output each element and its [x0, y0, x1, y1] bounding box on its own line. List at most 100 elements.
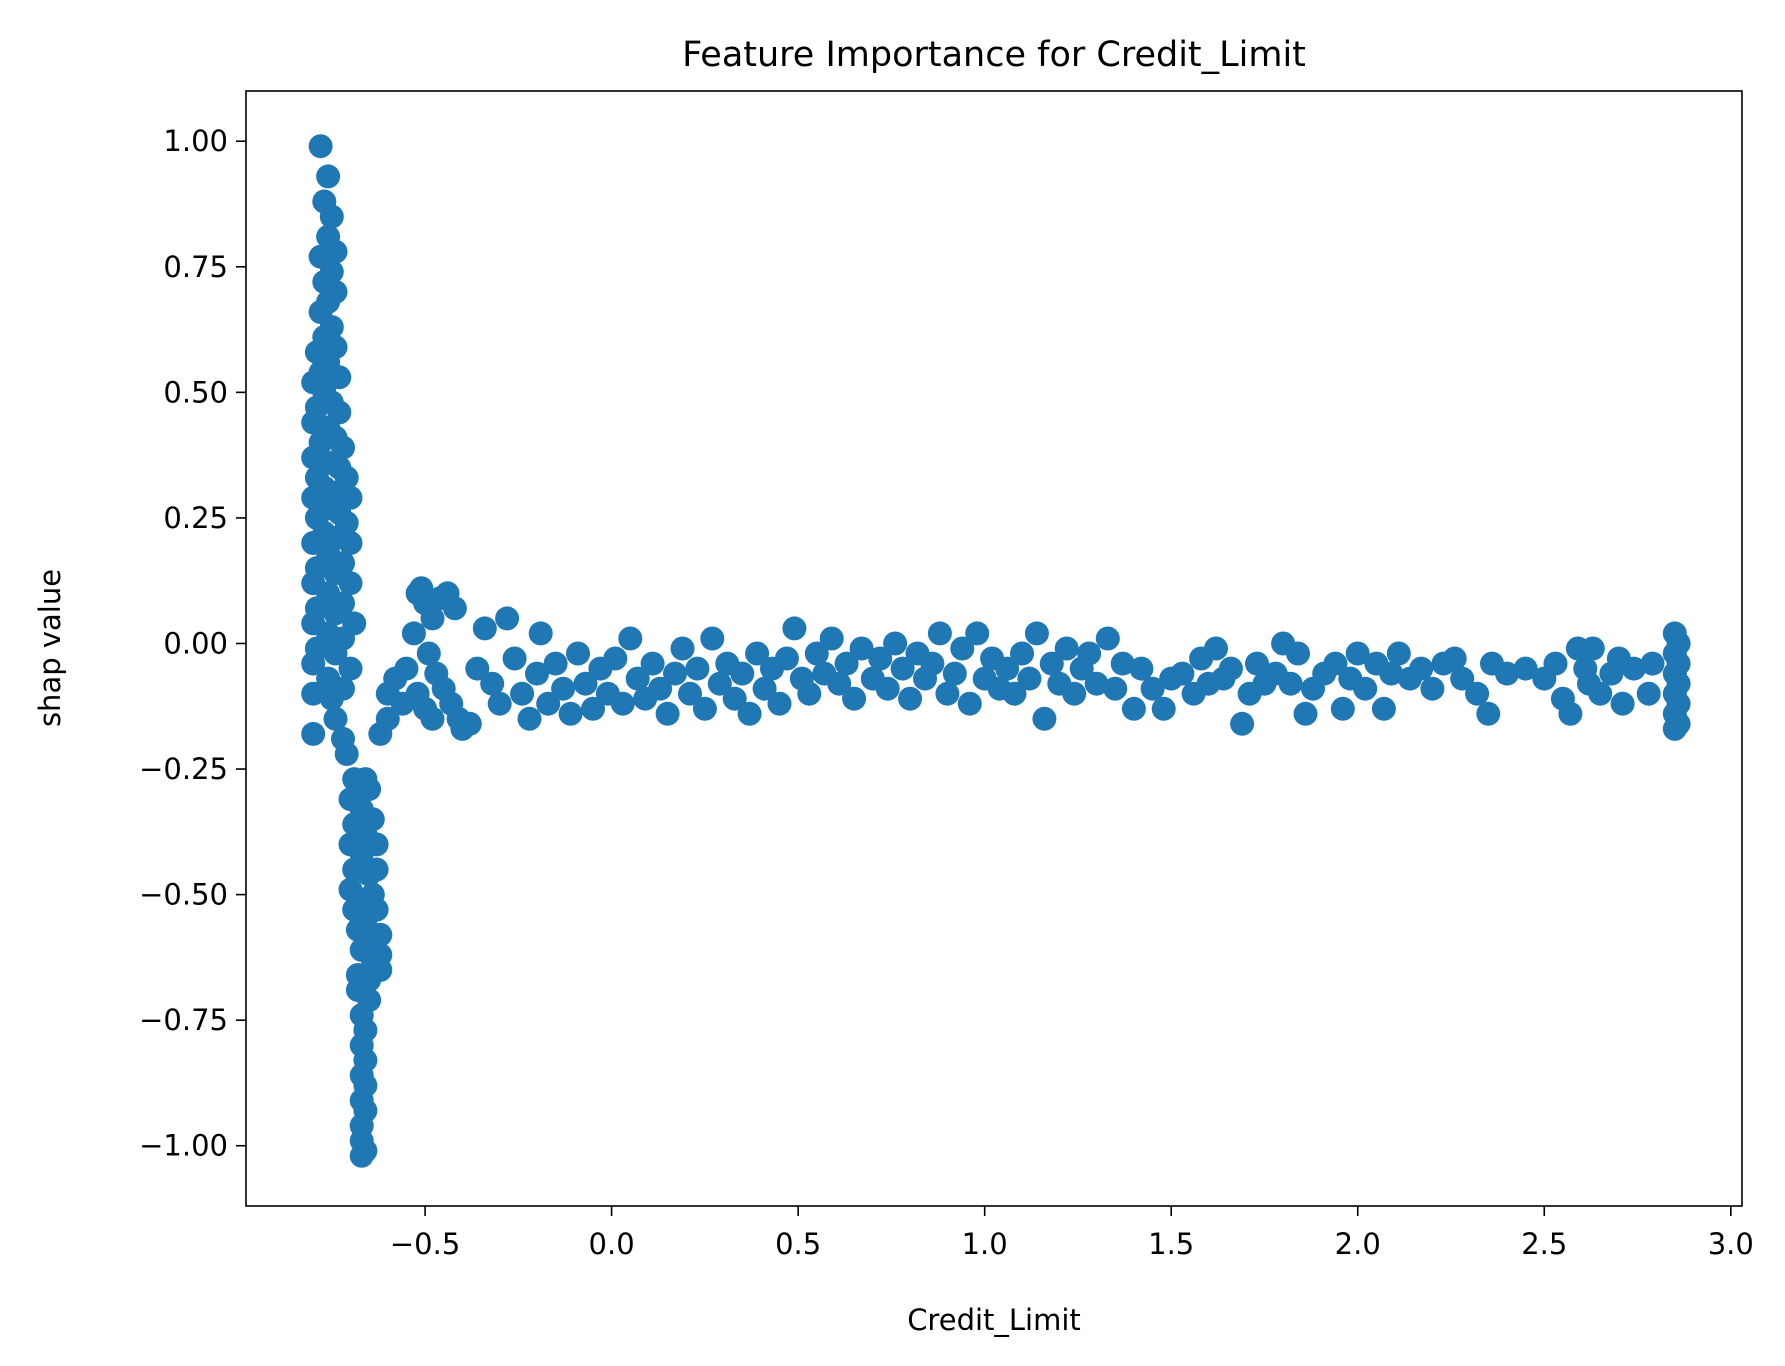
scatter-point [1039, 651, 1064, 676]
scatter-point [1293, 701, 1318, 726]
scatter-point [700, 626, 725, 651]
scatter-point [1230, 711, 1255, 736]
scatter-point [670, 636, 695, 661]
scatter-point [1345, 641, 1370, 666]
scatter-point [1095, 626, 1120, 651]
scatter-point [804, 641, 829, 666]
x-tick-label: 2.5 [1521, 1227, 1567, 1261]
scatter-point [678, 681, 702, 706]
scatter-point [1543, 651, 1568, 676]
scatter-point [566, 641, 590, 666]
scatter-point [1353, 676, 1378, 701]
scatter-point [480, 671, 505, 696]
scatter-point [323, 641, 348, 666]
x-axis-ticks: −0.5 0.0 0.5 1.0 1.5 2.0 2.5 3.0 [390, 1206, 1754, 1261]
scatter-point [334, 742, 359, 766]
y-tick-label: −0.50 [139, 878, 228, 912]
scatter-point [819, 626, 844, 651]
scatter-point [338, 571, 363, 596]
y-tick-label: −1.00 [139, 1129, 228, 1163]
scatter-point [1151, 696, 1176, 721]
scatter-point [301, 651, 326, 676]
scatter-point [920, 651, 945, 676]
scatter-point [745, 641, 770, 666]
y-tick-label: −0.75 [139, 1003, 228, 1037]
scatter-point [357, 777, 382, 802]
scatter-point [416, 641, 441, 666]
scatter-point [1476, 701, 1501, 726]
x-tick-label: 0.0 [589, 1227, 635, 1261]
scatter-point [472, 616, 497, 641]
scatter-point [338, 656, 363, 681]
scatter-point [1278, 671, 1303, 696]
scatter-point [1330, 696, 1355, 721]
scatter-point [1110, 651, 1135, 676]
scatter-point [1140, 676, 1165, 701]
scatter-point [1084, 671, 1109, 696]
scatter-point [707, 671, 732, 696]
x-tick-label: 0.5 [775, 1227, 821, 1261]
scatter-point [730, 661, 755, 686]
scatter-point [323, 706, 348, 731]
scatter-point [1621, 656, 1646, 681]
x-tick-label: 2.0 [1335, 1227, 1381, 1261]
scatter-point [364, 832, 389, 857]
scatter-point [319, 204, 344, 229]
scatter-point [1062, 681, 1087, 706]
scatter-point [655, 701, 680, 726]
x-tick-label: 1.5 [1148, 1227, 1194, 1261]
scatter-point [457, 711, 482, 736]
scatter-point [942, 661, 967, 686]
scatter-point [618, 626, 643, 651]
scatter-point [1010, 641, 1034, 666]
y-tick-label: 0.00 [163, 626, 228, 660]
scatter-point [525, 661, 549, 686]
scatter-point [1204, 636, 1228, 661]
y-tick-label: 0.50 [163, 375, 228, 409]
scatter-point [1024, 621, 1049, 646]
scatter-point [875, 676, 900, 701]
scatter-point [551, 676, 576, 701]
scatter-point [995, 656, 1020, 681]
scatter-point [849, 636, 874, 661]
scatter-point [581, 696, 605, 721]
x-tick-label: 1.0 [962, 1227, 1008, 1261]
scatter-point [573, 671, 598, 696]
scatter-point [327, 365, 352, 390]
scatter-point [685, 656, 710, 681]
scatter-point [1409, 656, 1434, 681]
scatter-point [465, 656, 490, 681]
scatter-point [1129, 656, 1154, 681]
scatter-point [1017, 666, 1042, 691]
scatter-point [1442, 646, 1467, 671]
scatter-point [1218, 656, 1243, 681]
scatter-point [319, 686, 344, 711]
scatter-point [420, 706, 445, 731]
x-axis-label: Credit_Limit [907, 1303, 1081, 1337]
scatter-point [1002, 681, 1027, 706]
scatter-point [797, 681, 822, 706]
scatter-point [827, 671, 852, 696]
scatter-point [517, 706, 542, 731]
scatter-point [301, 681, 326, 706]
scatter-point [767, 691, 792, 716]
scatter-point [1662, 716, 1687, 741]
scatter-point [1323, 651, 1348, 676]
scatter-point [375, 706, 400, 731]
scatter-point [323, 601, 348, 626]
scatter-point [842, 686, 867, 711]
scatter-point [1558, 701, 1583, 726]
scatter-point [543, 651, 568, 676]
x-tick-label: −0.5 [390, 1227, 460, 1261]
scatter-point [502, 646, 527, 671]
scatter-point [1286, 641, 1310, 666]
scatter-point [610, 691, 635, 716]
scatter-point [834, 651, 859, 676]
scatter-point [890, 656, 915, 681]
scatter-point [648, 676, 673, 701]
scatter-point [752, 676, 777, 701]
scatter-point [349, 1143, 374, 1168]
scatter-point [1495, 661, 1519, 686]
scatter-point [1580, 636, 1605, 661]
